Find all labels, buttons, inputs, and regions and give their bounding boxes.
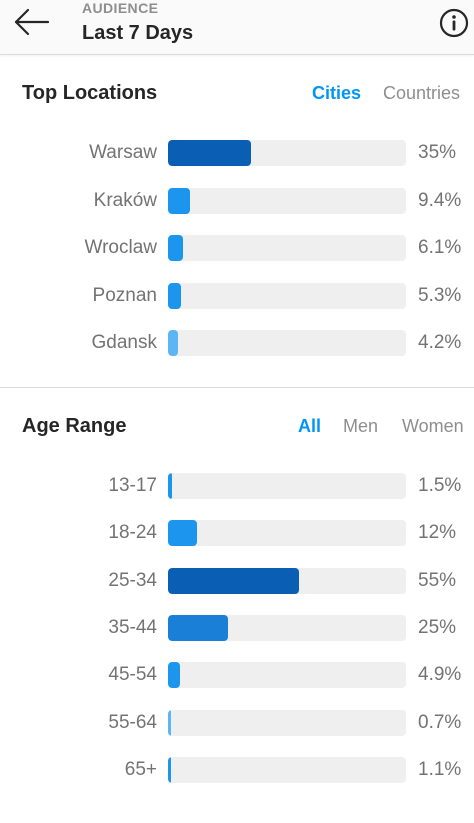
location-bar-fill [168,140,251,166]
page-title: Last 7 Days [82,22,194,44]
age-row: 35-44 25% [0,614,474,642]
age-percent: 0.7% [418,711,462,733]
top-locations-title: Top Locations [22,82,158,104]
tab-women[interactable]: Women [402,416,464,436]
location-percent: 35% [418,142,457,163]
location-label: Wroclaw [84,237,158,258]
age-row: 45-54 4.9% [0,661,474,689]
location-row: Wroclaw 6.1% [0,234,474,262]
location-percent: 5.3% [418,284,462,306]
age-percent: 12% [418,522,457,544]
location-row: Kraków 9.4% [0,187,474,215]
age-bar-fill [168,567,299,594]
location-bar-track [168,235,406,261]
info-icon [439,8,469,38]
location-percent: 9.4% [418,189,462,211]
tab-men[interactable]: Men [343,416,379,436]
location-bar-fill [168,235,183,261]
age-bar-track [168,567,406,594]
age-bar-track [168,756,406,783]
age-label: 55-64 [108,711,157,733]
age-percent: 55% [418,569,457,591]
location-bar-fill [168,330,178,356]
age-percent: 1.1% [418,758,462,780]
location-percent: 6.1% [418,237,462,258]
location-row: Gdansk 4.2% [0,329,474,357]
location-bar-track [168,187,406,214]
location-bar-fill [168,282,181,309]
age-range-header: Age Range All Men Women [0,411,474,441]
age-bar-fill [168,520,197,547]
age-bar-track [168,709,406,736]
age-row: 18-24 12% [0,519,474,547]
age-bar-track [168,614,406,641]
age-bar-track [168,662,406,689]
header-overline: AUDIENCE [82,0,159,16]
back-button[interactable] [12,4,52,40]
location-bar-track [168,140,406,166]
app-header: AUDIENCE Last 7 Days [0,0,474,55]
age-bar-fill [168,614,228,641]
age-percent: 1.5% [418,475,462,496]
location-row: Poznan 5.3% [0,282,474,310]
location-row: Warsaw 35% [0,139,474,167]
age-bar-fill [168,756,171,783]
tab-cities[interactable]: Cities [312,83,362,103]
location-label: Warsaw [89,142,157,163]
age-row: 13-17 1.5% [0,472,474,500]
tab-all[interactable]: All [298,416,322,436]
age-percent: 25% [418,616,457,638]
section-divider [0,387,474,388]
location-bar-track [168,330,406,356]
age-bar-fill [168,473,172,499]
info-button[interactable] [439,8,469,38]
age-label: 65+ [124,758,157,780]
age-bar-track [168,520,406,547]
age-range-title: Age Range [22,415,127,437]
location-label: Gdansk [91,332,157,353]
age-bar-fill [168,709,171,736]
age-row: 25-34 55% [0,567,474,595]
age-label: 25-34 [108,569,157,591]
tab-countries[interactable]: Countries [383,83,461,103]
age-label: 18-24 [108,522,157,544]
location-bar-fill [168,187,190,214]
arrow-left-icon [14,8,50,36]
age-label: 13-17 [108,475,157,496]
location-percent: 4.2% [418,332,462,353]
location-label: Poznan [92,284,157,306]
age-label: 45-54 [108,664,157,686]
age-row: 65+ 1.1% [0,756,474,784]
age-percent: 4.9% [418,664,462,686]
location-bar-track [168,282,406,309]
top-locations-header: Top Locations Cities Countries [0,78,474,108]
location-label: Kraków [93,189,157,211]
age-bar-track [168,473,406,499]
age-row: 55-64 0.7% [0,709,474,737]
age-bar-fill [168,662,180,689]
age-label: 35-44 [108,616,157,638]
